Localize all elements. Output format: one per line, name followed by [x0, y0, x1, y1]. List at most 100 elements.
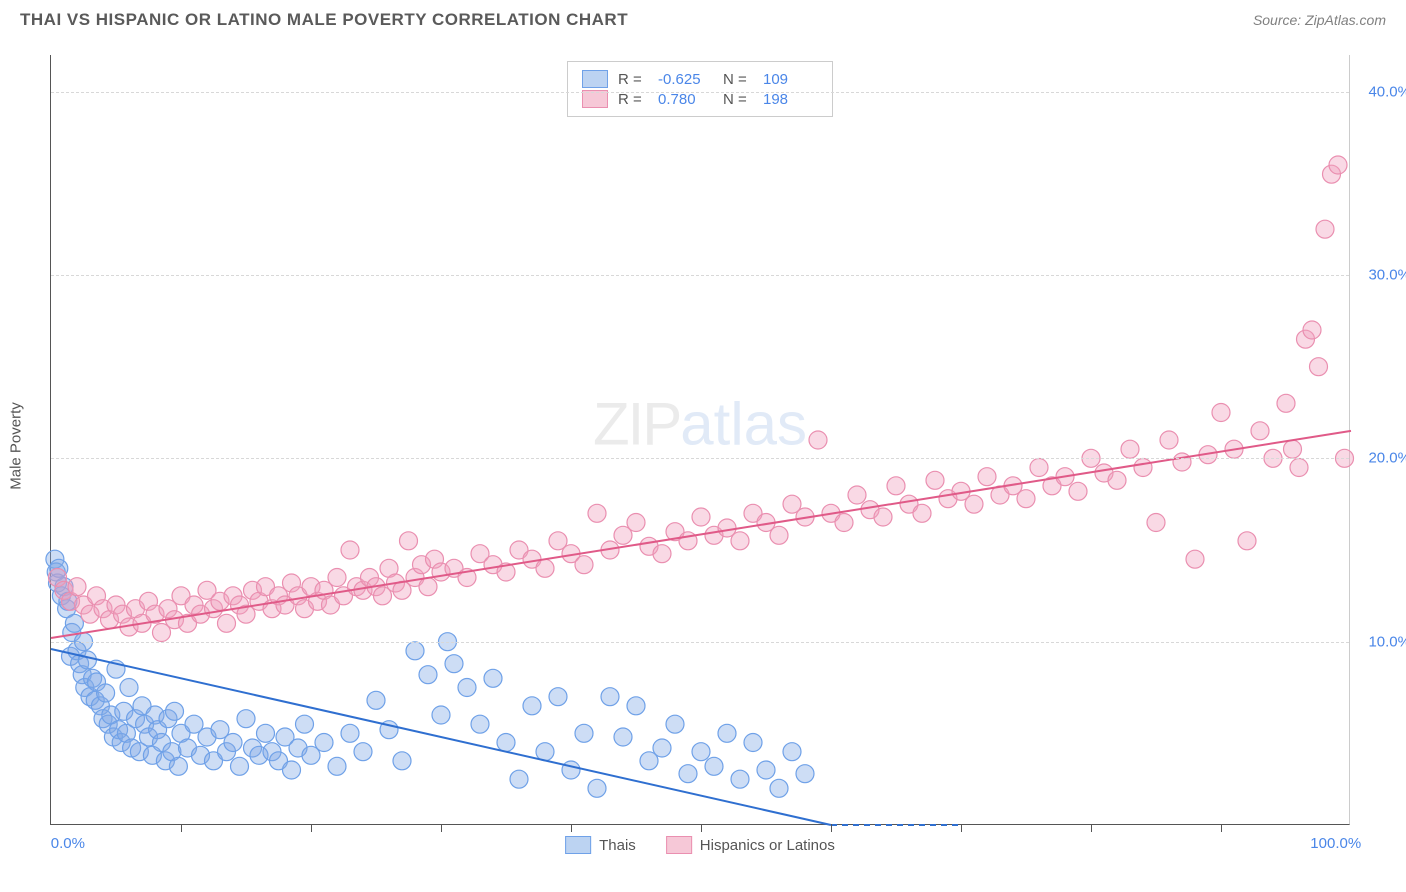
y-axis-label: Male Poverty: [8, 402, 25, 490]
scatter-point: [497, 734, 515, 752]
scatter-point: [588, 504, 606, 522]
scatter-point: [1108, 471, 1126, 489]
x-tick: [831, 824, 832, 832]
scatter-point: [601, 688, 619, 706]
scatter-point: [328, 569, 346, 587]
scatter-point: [627, 697, 645, 715]
scatter-point: [692, 508, 710, 526]
scatter-point: [169, 757, 187, 775]
scatter-point: [549, 688, 567, 706]
scatter-point: [445, 655, 463, 673]
scatter-point: [666, 715, 684, 733]
gridline-h: [51, 458, 1349, 459]
legend-item: Thais: [565, 836, 636, 854]
scatter-point: [1147, 514, 1165, 532]
scatter-point: [692, 743, 710, 761]
scatter-point: [731, 770, 749, 788]
scatter-point: [296, 715, 314, 733]
scatter-point: [393, 752, 411, 770]
scatter-point: [536, 559, 554, 577]
legend-swatch: [565, 836, 591, 854]
scatter-point: [367, 691, 385, 709]
scatter-point: [68, 578, 86, 596]
scatter-point: [1290, 459, 1308, 477]
scatter-point: [913, 504, 931, 522]
scatter-point: [1238, 532, 1256, 550]
scatter-point: [926, 471, 944, 489]
scatter-point: [406, 642, 424, 660]
scatter-point: [770, 779, 788, 797]
scatter-point: [1303, 321, 1321, 339]
scatter-point: [1134, 459, 1152, 477]
chart-title: THAI VS HISPANIC OR LATINO MALE POVERTY …: [20, 10, 628, 30]
scatter-point: [653, 545, 671, 563]
x-tick: [1091, 824, 1092, 832]
gridline-h: [51, 275, 1349, 276]
scatter-point: [1186, 550, 1204, 568]
y-tick-label: 10.0%: [1356, 633, 1406, 650]
scatter-point: [166, 702, 184, 720]
scatter-point: [796, 765, 814, 783]
scatter-point: [1310, 358, 1328, 376]
scatter-point: [257, 724, 275, 742]
scatter-point: [97, 684, 115, 702]
y-tick-label: 40.0%: [1356, 83, 1406, 100]
scatter-point: [1160, 431, 1178, 449]
scatter-point: [562, 761, 580, 779]
scatter-point: [1329, 156, 1347, 174]
scatter-point: [354, 743, 372, 761]
scatter-point: [718, 724, 736, 742]
scatter-point: [1284, 440, 1302, 458]
scatter-point: [1173, 453, 1191, 471]
scatter-point: [588, 779, 606, 797]
scatter-point: [848, 486, 866, 504]
scatter-point: [536, 743, 554, 761]
scatter-point: [510, 770, 528, 788]
gridline-h: [51, 642, 1349, 643]
scatter-point: [575, 724, 593, 742]
scatter-point: [523, 697, 541, 715]
x-tick: [181, 824, 182, 832]
x-tick: [961, 824, 962, 832]
chart-plot-area: ZIPatlas R =-0.625N =109R =0.780N =198 T…: [50, 55, 1350, 825]
scatter-point: [78, 651, 96, 669]
scatter-point: [1316, 220, 1334, 238]
scatter-point: [224, 734, 242, 752]
scatter-point: [744, 734, 762, 752]
scatter-point: [458, 679, 476, 697]
scatter-point: [1030, 459, 1048, 477]
trend-line: [51, 431, 1351, 638]
series-legend: Thais Hispanics or Latinos: [565, 836, 835, 854]
scatter-point: [1069, 482, 1087, 500]
scatter-point: [231, 757, 249, 775]
legend-label: Thais: [599, 837, 636, 854]
scatter-svg: [51, 55, 1349, 824]
x-tick-label: 100.0%: [1310, 835, 1361, 852]
legend-item: Hispanics or Latinos: [666, 836, 835, 854]
scatter-point: [757, 761, 775, 779]
scatter-point: [315, 734, 333, 752]
scatter-point: [419, 666, 437, 684]
scatter-point: [575, 556, 593, 574]
scatter-point: [1277, 394, 1295, 412]
x-tick: [441, 824, 442, 832]
x-tick-label: 0.0%: [51, 835, 85, 852]
scatter-point: [471, 715, 489, 733]
scatter-point: [887, 477, 905, 495]
x-tick: [311, 824, 312, 832]
x-tick: [1221, 824, 1222, 832]
scatter-point: [341, 541, 359, 559]
scatter-point: [614, 728, 632, 746]
scatter-point: [65, 614, 83, 632]
scatter-point: [283, 761, 301, 779]
scatter-point: [120, 679, 138, 697]
gridline-h: [51, 92, 1349, 93]
x-tick: [701, 824, 702, 832]
scatter-point: [731, 532, 749, 550]
scatter-point: [705, 757, 723, 775]
y-tick-label: 20.0%: [1356, 450, 1406, 467]
x-tick: [571, 824, 572, 832]
scatter-point: [1121, 440, 1139, 458]
scatter-point: [1251, 422, 1269, 440]
scatter-point: [432, 706, 450, 724]
